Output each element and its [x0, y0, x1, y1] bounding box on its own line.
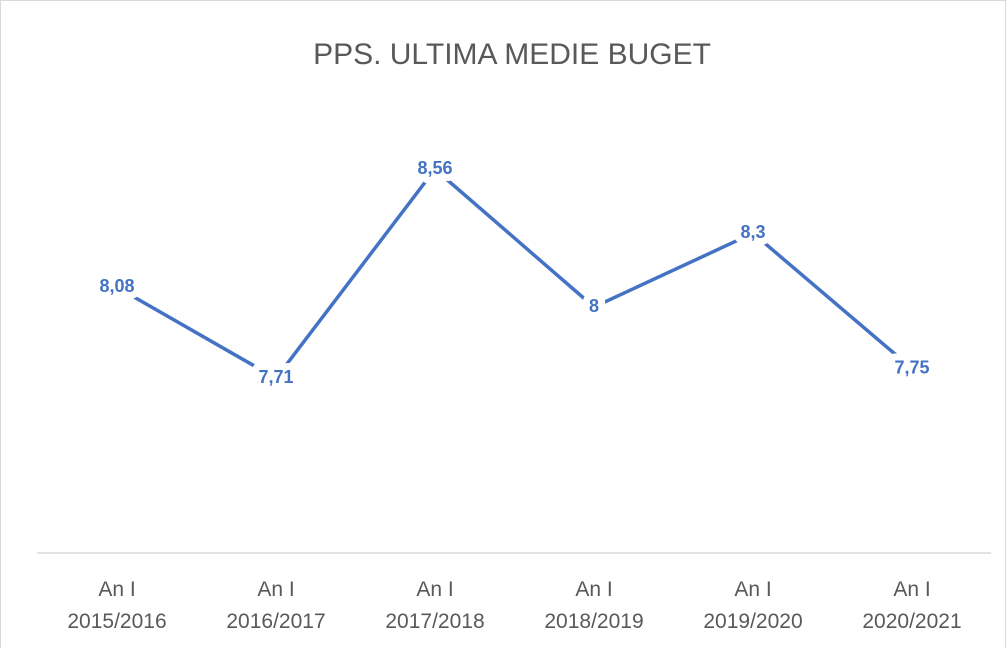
- data-label: 8,56: [417, 158, 452, 178]
- chart-title: PPS. ULTIMA MEDIE BUGET: [313, 38, 711, 71]
- x-tick-label: An I 2019/2020: [703, 578, 803, 633]
- data-label: 7,71: [258, 367, 293, 387]
- data-label: 8,3: [740, 222, 765, 242]
- data-label: 7,75: [894, 357, 929, 377]
- data-label: 8,08: [99, 276, 134, 296]
- data-label: 8: [589, 296, 599, 316]
- data-line: [116, 167, 914, 381]
- x-tick-label: An I 2017/2018: [385, 578, 485, 633]
- x-tick-label: An I 2016/2017: [226, 578, 326, 633]
- x-tick-label: An I 2020/2021: [862, 578, 962, 633]
- x-tick-label: An I 2018/2019: [544, 578, 644, 633]
- x-tick-label: An I 2015/2016: [67, 578, 167, 633]
